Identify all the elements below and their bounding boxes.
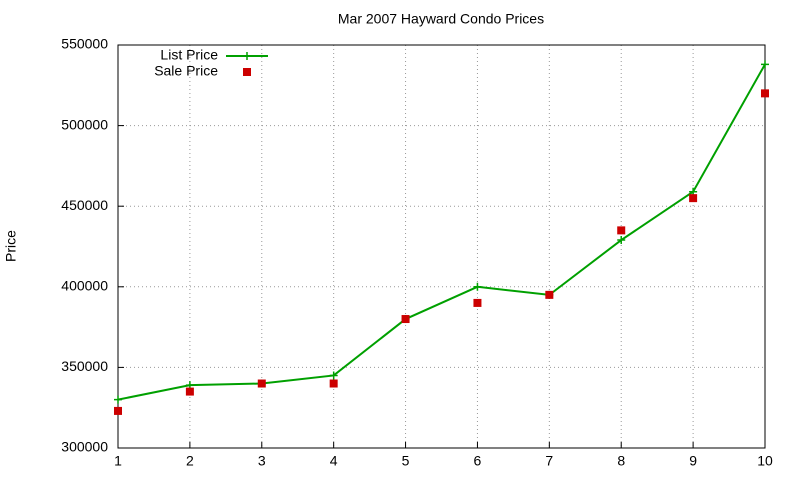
point xyxy=(617,236,626,245)
y-tick-label: 400000 xyxy=(61,278,108,294)
series-line xyxy=(117,63,766,401)
point xyxy=(114,395,122,404)
legend-marker xyxy=(243,52,251,60)
point xyxy=(473,282,482,291)
x-tick-label: 8 xyxy=(617,453,625,469)
legend-label: Sale Price xyxy=(154,63,218,79)
legend-marker xyxy=(243,68,251,76)
y-axis-label: Price xyxy=(3,230,19,262)
x-tick-label: 1 xyxy=(114,453,122,469)
y-tick-label: 550000 xyxy=(61,36,108,52)
point xyxy=(545,290,554,299)
x-tick-label: 10 xyxy=(757,453,773,469)
y-tick-label: 450000 xyxy=(61,197,108,213)
point xyxy=(761,89,769,98)
y-tick-label: 500000 xyxy=(61,116,108,132)
x-tick-label: 9 xyxy=(689,453,697,469)
x-tick-label: 5 xyxy=(402,453,410,469)
x-tick-label: 2 xyxy=(186,453,194,469)
point xyxy=(185,387,194,396)
x-tick-label: 6 xyxy=(474,453,482,469)
x-tick-label: 4 xyxy=(330,453,338,469)
y-tick-label: 350000 xyxy=(61,358,108,374)
point xyxy=(257,379,266,388)
x-tick-label: 3 xyxy=(258,453,266,469)
y-tick-label: 300000 xyxy=(61,439,108,455)
point xyxy=(761,60,769,69)
chart-title: Mar 2007 Hayward Condo Prices xyxy=(338,11,544,27)
point xyxy=(114,406,122,415)
point xyxy=(329,371,338,380)
plot-border xyxy=(117,44,766,449)
point xyxy=(401,315,410,324)
point xyxy=(689,194,698,203)
x-tick-label: 7 xyxy=(545,453,553,469)
point xyxy=(473,298,482,307)
legend-label: List Price xyxy=(160,47,218,63)
point xyxy=(617,226,626,235)
point xyxy=(329,379,338,388)
